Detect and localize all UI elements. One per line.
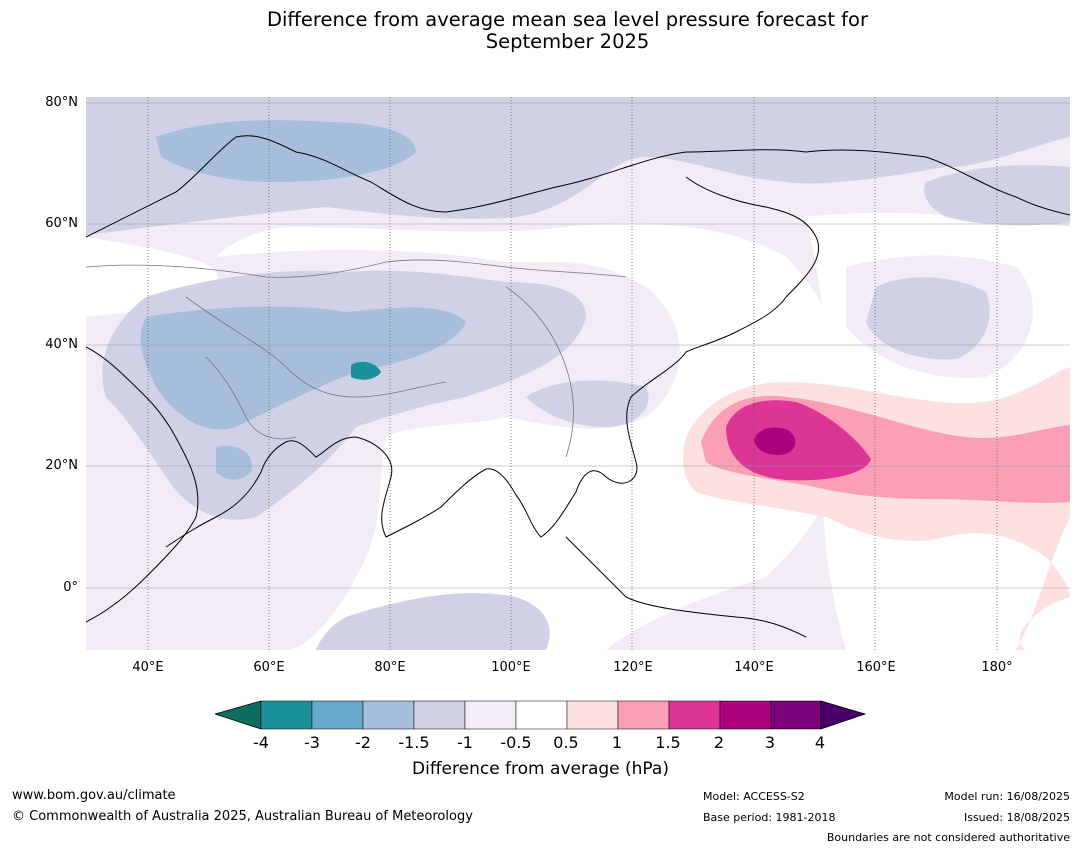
lon-label-100e: 100°E xyxy=(491,660,531,675)
lon-label-60e: 60°E xyxy=(253,660,285,675)
colorbar-bin-5 xyxy=(464,700,517,730)
colorbar-bin-11 xyxy=(770,700,822,730)
map-title: Difference from average mean sea level p… xyxy=(0,9,1081,53)
lat-label-80n: 80°N xyxy=(45,95,78,110)
latitude-lines xyxy=(86,102,1070,589)
lon-label-140e: 140°E xyxy=(734,660,774,675)
lat-label-60n: 60°N xyxy=(45,216,78,231)
anomaly-region-low-china xyxy=(526,380,649,427)
lon-label-180: 180° xyxy=(981,660,1013,675)
colorbar-bin-8 xyxy=(617,700,670,730)
copyright-notice: © Commonwealth of Australia 2025, Austra… xyxy=(12,809,473,824)
colorbar-tick: 1.5 xyxy=(655,733,681,752)
country-borders xyxy=(86,259,627,458)
colorbar-bin-6 xyxy=(515,700,568,730)
colorbar-tick: -0.5 xyxy=(500,733,532,752)
anomaly-region-neutral-central xyxy=(216,223,846,650)
anomaly-region-moderate-low-arabia xyxy=(216,445,252,480)
colorbar-tick: 4 xyxy=(814,733,826,752)
anomaly-region-moderate-low-central xyxy=(140,306,466,430)
colorbar-tick: -1.5 xyxy=(398,733,430,752)
boundaries-disclaimer: Boundaries are not considered authoritat… xyxy=(826,831,1070,844)
model-run-date: Model run: 16/08/2025 xyxy=(944,790,1070,803)
anomaly-region-low-indian-ocean xyxy=(316,593,550,650)
pressure-anomaly-map xyxy=(86,97,1070,650)
colorbar-tick: -3 xyxy=(304,733,320,752)
lon-label-80e: 80°E xyxy=(374,660,406,675)
colorbar-label: Difference from average (hPa) xyxy=(412,759,669,779)
lat-label-0: 0° xyxy=(63,580,78,595)
lat-label-40n: 40°N xyxy=(45,337,78,352)
lon-label-120e: 120°E xyxy=(613,660,653,675)
anomaly-region-low-arctic-east xyxy=(924,165,1070,226)
colorbar-tick: -4 xyxy=(253,733,269,752)
colorbar-tick: 3 xyxy=(764,733,776,752)
anomaly-region-low-ne-pacific xyxy=(866,277,990,360)
colorbar-tick: -2 xyxy=(355,733,371,752)
issued-date: Issued: 18/08/2025 xyxy=(963,811,1070,824)
graticule xyxy=(147,97,998,650)
colorbar-bin-4 xyxy=(413,700,466,730)
anomaly-region-strong-low-himalaya xyxy=(351,361,381,380)
colorbar-tick: -1 xyxy=(457,733,473,752)
colorbar xyxy=(215,700,867,730)
anomaly-region-strong-high xyxy=(754,427,796,455)
colorbar-bin-2 xyxy=(311,700,364,730)
colorbar-bin-3 xyxy=(362,700,415,730)
colorbar-bin-1 xyxy=(260,700,313,730)
website-link[interactable]: www.bom.gov.au/climate xyxy=(12,788,176,803)
colorbar-bin-7 xyxy=(566,700,619,730)
colorbar-bin-9 xyxy=(668,700,721,730)
map-canvas xyxy=(86,97,1070,650)
base-period: Base period: 1981-2018 xyxy=(703,811,836,824)
colorbar-extend-high xyxy=(820,700,867,730)
colorbar-tick: 2 xyxy=(713,733,725,752)
colorbar-extend-low xyxy=(215,700,262,730)
model-name: Model: ACCESS-S2 xyxy=(703,790,805,803)
anomaly-region-moderate-low-north xyxy=(156,120,416,182)
coastlines xyxy=(86,135,1070,638)
title-line-2: September 2025 xyxy=(485,30,650,53)
colorbar-bin-10 xyxy=(719,700,772,730)
anomaly-region-high xyxy=(726,400,871,481)
lon-label-160e: 160°E xyxy=(856,660,896,675)
colorbar-tick: 1 xyxy=(611,733,623,752)
colorbar-tick: 0.5 xyxy=(553,733,579,752)
title-line-1: Difference from average mean sea level p… xyxy=(267,8,868,31)
lon-label-40e: 40°E xyxy=(132,660,164,675)
lat-label-20n: 20°N xyxy=(45,458,78,473)
